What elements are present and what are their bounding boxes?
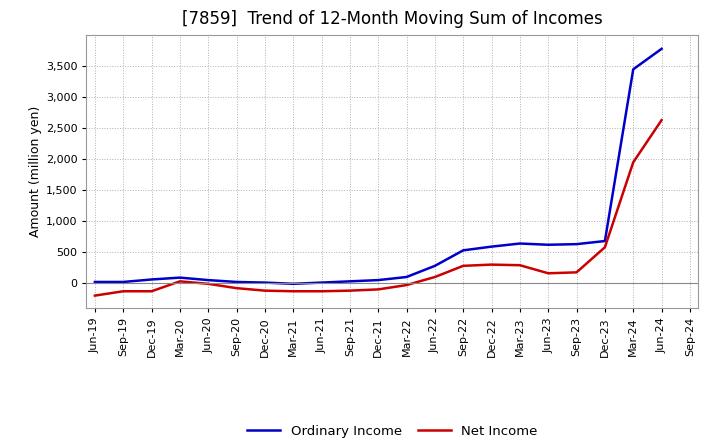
Ordinary Income — [289, 281, 297, 286]
Net Income — [600, 245, 609, 250]
Y-axis label: Amount (million yen): Amount (million yen) — [29, 106, 42, 237]
Net Income — [657, 117, 666, 123]
Ordinary Income — [516, 241, 524, 246]
Ordinary Income — [459, 248, 467, 253]
Ordinary Income — [600, 238, 609, 244]
Ordinary Income — [657, 46, 666, 51]
Net Income — [402, 282, 411, 288]
Ordinary Income — [148, 277, 156, 282]
Net Income — [91, 293, 99, 298]
Ordinary Income — [544, 242, 552, 247]
Ordinary Income — [261, 280, 269, 285]
Net Income — [204, 281, 212, 286]
Net Income — [487, 262, 496, 267]
Net Income — [176, 279, 184, 284]
Ordinary Income — [204, 278, 212, 283]
Legend: Ordinary Income, Net Income: Ordinary Income, Net Income — [242, 420, 543, 440]
Title: [7859]  Trend of 12-Month Moving Sum of Incomes: [7859] Trend of 12-Month Moving Sum of I… — [182, 10, 603, 28]
Net Income — [261, 288, 269, 293]
Line: Net Income: Net Income — [95, 120, 662, 296]
Net Income — [346, 288, 354, 293]
Ordinary Income — [629, 66, 637, 72]
Ordinary Income — [431, 263, 439, 268]
Net Income — [148, 289, 156, 294]
Net Income — [289, 289, 297, 294]
Ordinary Income — [119, 279, 127, 285]
Ordinary Income — [572, 242, 581, 247]
Net Income — [516, 263, 524, 268]
Net Income — [374, 287, 382, 292]
Net Income — [431, 275, 439, 280]
Ordinary Income — [346, 279, 354, 284]
Ordinary Income — [402, 275, 411, 280]
Net Income — [119, 289, 127, 294]
Net Income — [233, 286, 241, 291]
Ordinary Income — [374, 278, 382, 283]
Net Income — [544, 271, 552, 276]
Ordinary Income — [487, 244, 496, 249]
Net Income — [629, 160, 637, 165]
Ordinary Income — [233, 279, 241, 285]
Net Income — [459, 263, 467, 268]
Ordinary Income — [318, 280, 326, 285]
Ordinary Income — [91, 279, 99, 285]
Net Income — [318, 289, 326, 294]
Ordinary Income — [176, 275, 184, 280]
Line: Ordinary Income: Ordinary Income — [95, 49, 662, 284]
Net Income — [572, 270, 581, 275]
